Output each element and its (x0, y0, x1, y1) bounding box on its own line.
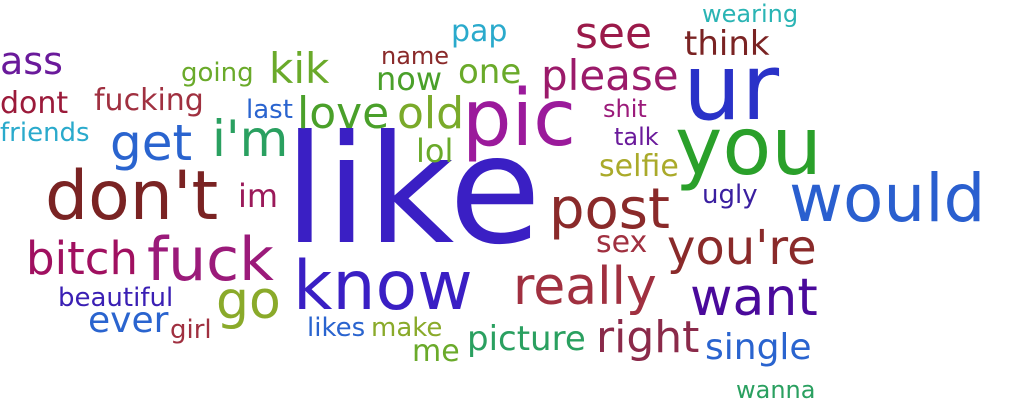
word-sex: sex (596, 225, 648, 260)
word-fuck: fuck (147, 225, 274, 295)
word-post: post (549, 177, 670, 242)
word-me: me (412, 334, 460, 369)
word-go: go (216, 271, 281, 331)
word-im: im (238, 177, 279, 215)
word-kik: kik (269, 44, 330, 93)
word-bitch: bitch (26, 232, 138, 285)
word-going: going (181, 58, 254, 88)
word-like: like (284, 104, 542, 278)
word-lol: lol (416, 132, 454, 170)
word-im-apostrophe: i'm (212, 110, 289, 168)
word-youre: you're (667, 220, 817, 276)
word-see: see (575, 8, 653, 59)
word-ever: ever (88, 300, 169, 341)
word-wearing: wearing (702, 0, 799, 28)
word-wanna: wanna (736, 376, 816, 403)
word-pic: pic (462, 74, 577, 164)
word-you: you (675, 100, 822, 193)
word-love: love (297, 88, 390, 139)
word-make: make (371, 313, 443, 343)
word-ur: ur (683, 34, 780, 141)
word-one: one (458, 52, 522, 92)
word-picture: picture (467, 319, 586, 359)
word-know: know (293, 247, 473, 326)
word-last: last (246, 95, 293, 125)
word-really: really (513, 257, 657, 317)
word-dont-apostrophe: don't (45, 157, 219, 236)
word-ugly: ugly (702, 180, 758, 210)
word-friends: friends (0, 118, 90, 148)
word-fucking: fucking (94, 83, 204, 118)
word-pap: pap (451, 14, 508, 49)
word-girl: girl (170, 315, 212, 345)
word-right: right (596, 312, 700, 363)
word-now: now (376, 60, 443, 98)
word-dont: dont (0, 86, 69, 121)
word-get: get (110, 114, 193, 172)
word-talk: talk (614, 123, 659, 151)
word-want: want (690, 268, 818, 328)
word-shit: shit (603, 95, 647, 123)
word-think: think (684, 24, 770, 64)
word-ass: ass (0, 39, 63, 83)
word-name: name (381, 42, 450, 70)
word-please: please (541, 51, 679, 100)
word-old: old (397, 88, 465, 139)
word-would: would (789, 160, 986, 237)
word-single: single (705, 327, 812, 368)
word-selfie: selfie (599, 149, 679, 184)
word-beautiful: beautiful (58, 283, 174, 313)
word-likes: likes (307, 313, 366, 343)
